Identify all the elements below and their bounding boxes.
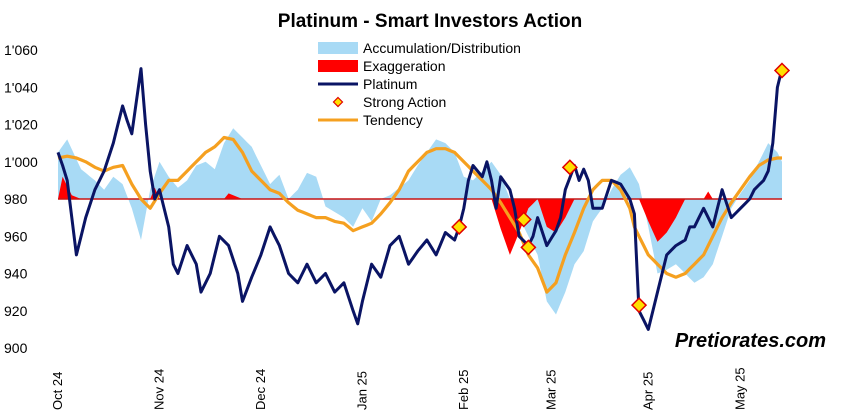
x-tick-label: Dec 24 [253, 369, 268, 410]
x-tick-label: Oct 24 [50, 372, 65, 410]
strong-action-marker [630, 297, 648, 314]
y-tick-label: 940 [4, 266, 28, 282]
brand-watermark: Pretiorates.com [675, 330, 826, 352]
legend-swatch [332, 96, 344, 108]
legend-label: Exaggeration [363, 58, 446, 74]
legend: Accumulation/Distribution Exaggeration Pla… [318, 40, 521, 128]
y-tick-label: 960 [4, 228, 28, 244]
y-axis-ticks: 1'060 1'040 1'020 1'000 980 960 940 920 900 [4, 42, 38, 356]
x-axis-ticks: Oct 24 Nov 24 Dec 24 Jan 25 Feb 25 Mar 25 Apr … [50, 367, 747, 410]
legend-label: Platinum [363, 76, 417, 92]
x-tick-label: Mar 25 [543, 370, 558, 410]
series-platinum-line [56, 67, 784, 331]
y-tick-label: 1'020 [4, 117, 38, 133]
series-accumulation-distribution-area [58, 128, 782, 315]
strong-action-marker [520, 239, 537, 256]
y-tick-label: 1'000 [4, 154, 38, 170]
y-tick-label: 980 [4, 191, 28, 207]
legend-label: Tendency [363, 112, 423, 128]
strong-action-marker [515, 211, 532, 228]
x-tick-label: Apr 25 [640, 372, 655, 410]
legend-swatch [318, 60, 358, 72]
strong-action-marker [561, 159, 578, 176]
x-tick-label: Feb 25 [456, 370, 471, 410]
legend-swatch [318, 42, 358, 54]
x-tick-label: May 25 [732, 367, 747, 410]
strong-action-marker [451, 218, 468, 235]
legend-label: Accumulation/Distribution [363, 40, 521, 56]
x-tick-label: Jan 25 [354, 371, 369, 410]
y-tick-label: 1'040 [4, 79, 38, 95]
series-tendency-line [57, 135, 782, 294]
chart-title: Platinum - Smart Investors Action [278, 11, 582, 32]
x-tick-label: Nov 24 [151, 369, 166, 410]
plot-area [56, 62, 791, 331]
y-tick-label: 900 [4, 340, 28, 356]
y-tick-label: 1'060 [4, 42, 38, 58]
y-tick-label: 920 [4, 303, 28, 319]
strong-action-marker [773, 62, 791, 79]
legend-label: Strong Action [363, 94, 446, 110]
